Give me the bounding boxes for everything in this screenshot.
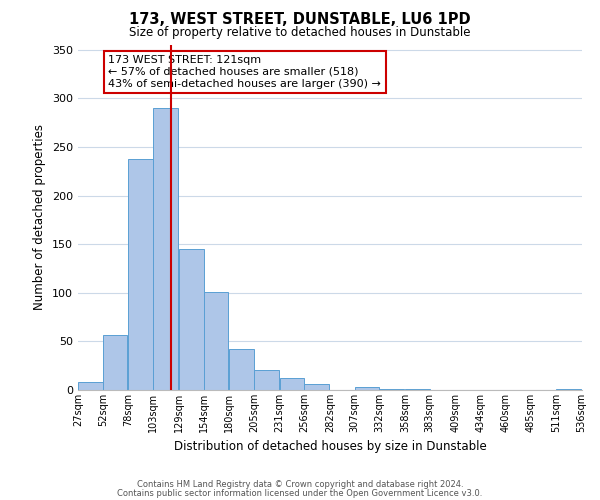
Bar	[556, 389, 581, 390]
Text: 173, WEST STREET, DUNSTABLE, LU6 1PD: 173, WEST STREET, DUNSTABLE, LU6 1PD	[129, 12, 471, 28]
Bar	[203, 292, 228, 390]
Bar	[405, 389, 430, 390]
Bar	[254, 370, 278, 390]
Text: 173 WEST STREET: 121sqm
← 57% of detached houses are smaller (518)
43% of semi-d: 173 WEST STREET: 121sqm ← 57% of detache…	[108, 56, 381, 88]
Bar	[78, 382, 103, 390]
Bar	[153, 108, 178, 390]
Text: Contains public sector information licensed under the Open Government Licence v3: Contains public sector information licen…	[118, 489, 482, 498]
X-axis label: Distribution of detached houses by size in Dunstable: Distribution of detached houses by size …	[173, 440, 487, 454]
Bar	[103, 334, 127, 390]
Bar	[304, 384, 329, 390]
Y-axis label: Number of detached properties: Number of detached properties	[34, 124, 46, 310]
Text: Contains HM Land Registry data © Crown copyright and database right 2024.: Contains HM Land Registry data © Crown c…	[137, 480, 463, 489]
Bar	[379, 389, 404, 390]
Bar	[229, 349, 254, 390]
Bar	[128, 158, 153, 390]
Bar	[355, 387, 379, 390]
Text: Size of property relative to detached houses in Dunstable: Size of property relative to detached ho…	[129, 26, 471, 39]
Bar	[179, 249, 203, 390]
Bar	[280, 378, 304, 390]
